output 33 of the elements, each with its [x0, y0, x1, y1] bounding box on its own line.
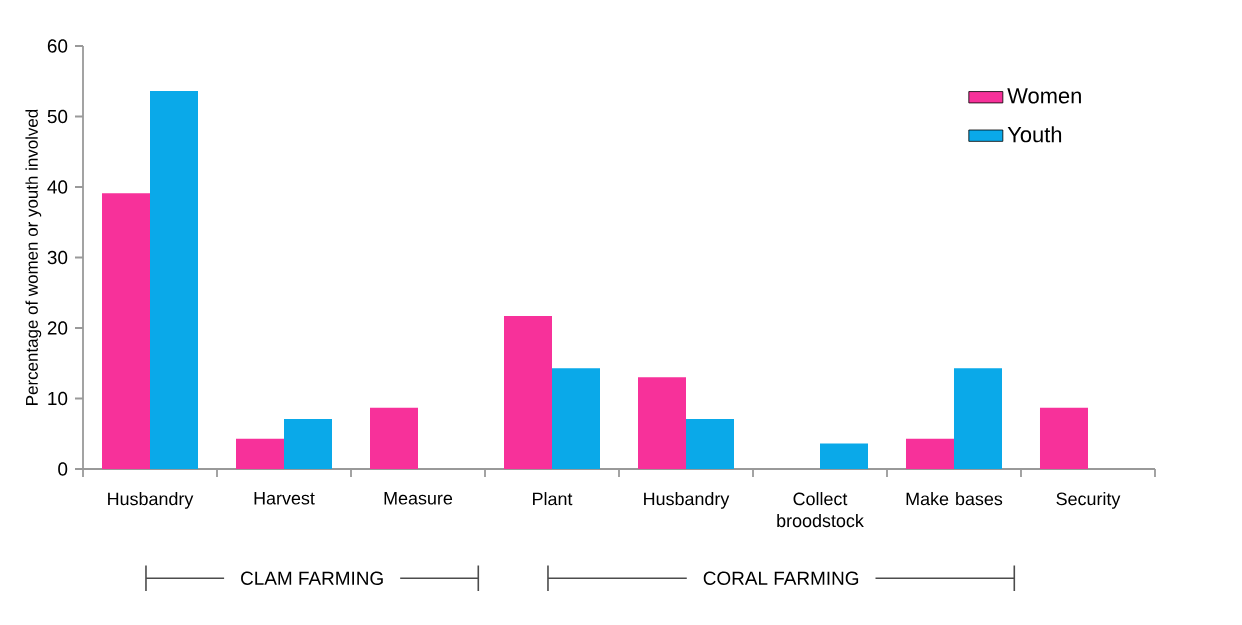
bar — [820, 443, 868, 469]
x-tick-label: Plant — [533, 492, 573, 506]
bar — [236, 438, 284, 469]
x-tick-label: Husbandry — [644, 492, 730, 509]
bar — [638, 377, 686, 469]
bar — [552, 368, 600, 469]
y-tick-label: 30 — [47, 250, 68, 265]
x-tick-label: Security — [1056, 492, 1121, 509]
bar — [284, 418, 332, 469]
bar — [686, 418, 734, 469]
y-tick-label: 10 — [48, 391, 68, 406]
y-tick-label: 40 — [47, 180, 68, 194]
text: CORAL FARMING — [703, 571, 859, 585]
bar — [504, 316, 552, 469]
y-tick-label: 60 — [47, 39, 68, 53]
x-tick-label: Harvest — [254, 492, 315, 505]
legend-label: Youth — [1007, 126, 1062, 143]
x-tick-label: Measure — [384, 492, 453, 505]
x-tick-label: Make bases — [906, 492, 1003, 506]
x-tick-label: Collect broodstock — [777, 492, 864, 528]
bar — [370, 407, 418, 469]
text: CLAM FARMING — [241, 571, 383, 585]
y-axis-title: Percentage of women or youth involved — [25, 109, 42, 405]
y-tick-label: 0 — [58, 462, 68, 476]
legend-label: Women — [1007, 88, 1081, 104]
bar — [1039, 407, 1088, 469]
x-tick-label: Husbandry — [108, 492, 194, 509]
bar — [905, 438, 954, 469]
y-tick-label: 20 — [47, 321, 68, 335]
y-tick-label: 50 — [47, 109, 68, 124]
bar — [102, 193, 150, 469]
bar — [150, 91, 198, 469]
bar — [953, 368, 1002, 469]
